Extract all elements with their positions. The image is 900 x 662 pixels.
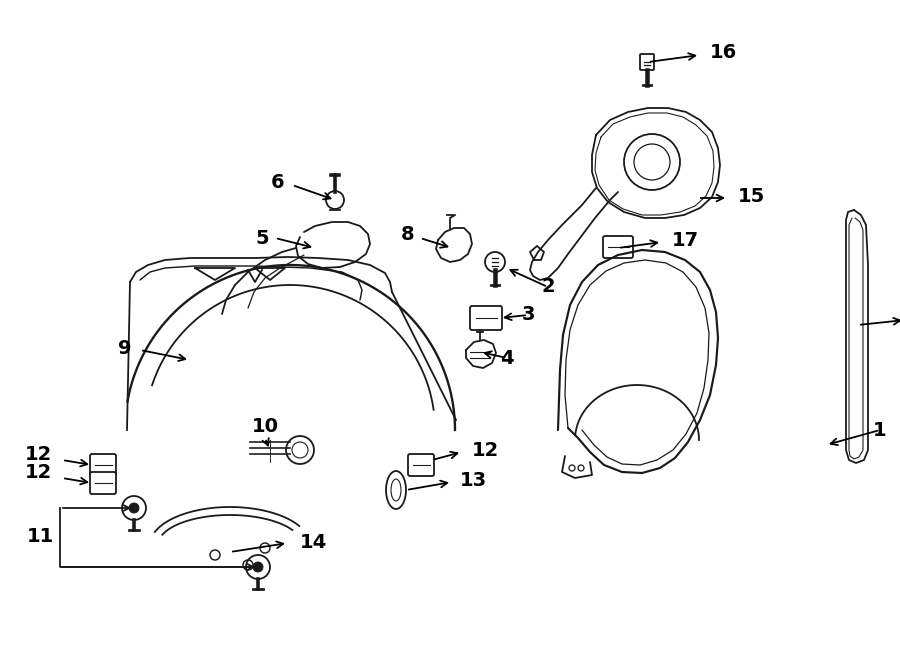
Circle shape (122, 496, 146, 520)
Text: 16: 16 (710, 44, 737, 62)
Text: 1: 1 (873, 420, 886, 440)
Circle shape (129, 503, 139, 513)
Text: 8: 8 (401, 226, 415, 244)
Text: 6: 6 (271, 173, 284, 191)
FancyBboxPatch shape (603, 236, 633, 258)
Text: 13: 13 (460, 471, 487, 489)
FancyBboxPatch shape (90, 454, 116, 476)
Text: 17: 17 (672, 230, 699, 250)
FancyBboxPatch shape (640, 54, 654, 70)
Text: 3: 3 (521, 305, 535, 324)
Text: 12: 12 (24, 446, 51, 465)
Text: 12: 12 (24, 463, 51, 483)
Circle shape (253, 562, 263, 572)
Text: 9: 9 (118, 338, 131, 357)
Circle shape (246, 555, 270, 579)
Text: 15: 15 (738, 187, 765, 207)
Ellipse shape (386, 471, 406, 509)
Text: 2: 2 (541, 277, 554, 297)
Circle shape (485, 252, 505, 272)
FancyBboxPatch shape (90, 472, 116, 494)
Text: 5: 5 (256, 228, 269, 248)
FancyBboxPatch shape (470, 306, 502, 330)
Text: 12: 12 (472, 440, 500, 459)
Text: 11: 11 (26, 528, 54, 547)
Text: 10: 10 (251, 416, 278, 436)
Circle shape (326, 191, 344, 209)
Text: 14: 14 (300, 532, 328, 551)
FancyBboxPatch shape (408, 454, 434, 476)
Text: 4: 4 (500, 348, 514, 367)
